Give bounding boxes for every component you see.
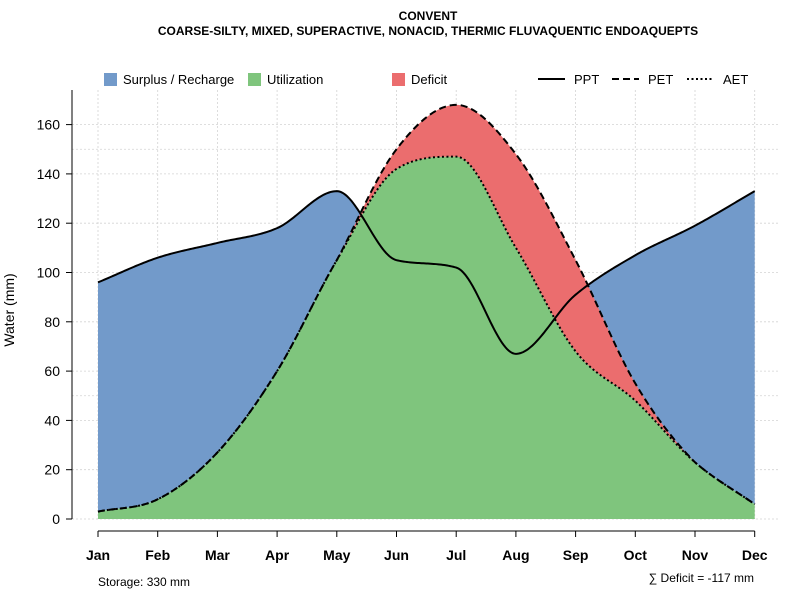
storage-annotation: Storage: 330 mm [98,575,190,589]
x-tick-label: Oct [624,547,648,563]
chart-title: CONVENT [399,9,458,23]
aet-line [97,155,756,513]
x-tick-label: Nov [682,547,709,563]
x-tick-label: Apr [265,547,290,563]
y-tick-label: 40 [44,412,60,428]
x-tick-label: Feb [145,547,170,563]
line-layer [97,103,756,513]
y-tick-label: 140 [37,166,61,182]
legend-swatch [392,73,405,86]
y-tick-label: 60 [44,363,60,379]
y-tick-label: 80 [44,314,60,330]
y-tick-label: 100 [37,265,61,281]
axes-layer: 0 20 40 60 80 100 120 140 160 Jan Feb Mar Apr May Jun J… [37,90,768,563]
legend-label: PPT [574,72,599,87]
x-tick-label: Jun [384,547,409,563]
legend-label: Deficit [411,72,448,87]
surplus-area [98,156,755,512]
x-tick-label: Jul [446,547,466,563]
y-tick-label: 20 [44,462,60,478]
legend-swatch [248,73,261,86]
y-tick-label: 0 [52,511,60,527]
x-tick-label: Mar [205,547,230,563]
deficit-annotation: ∑ Deficit = -117 mm [649,571,754,585]
legend-swatch [104,73,117,86]
legend-label: PET [648,72,673,87]
y-tick-label: 160 [37,117,61,133]
x-tick-label: Sep [563,547,589,563]
y-axis-title: Water (mm) [1,273,17,346]
legend-label: Surplus / Recharge [123,72,234,87]
y-tick-label: 120 [37,215,61,231]
x-tick-label: Jan [86,547,110,563]
ppt-line [97,190,756,355]
chart-subtitle: COARSE-SILTY, MIXED, SUPERACTIVE, NONACI… [158,24,698,38]
legend-label: AET [723,72,748,87]
x-tick-label: Aug [502,547,529,563]
x-tick-label: May [323,547,350,563]
utilization-area [98,156,755,519]
area-layer [98,104,755,519]
x-tick-label: Dec [742,547,768,563]
legend: Surplus / Recharge Utilization Deficit PPT P… [104,72,748,87]
legend-label: Utilization [267,72,323,87]
